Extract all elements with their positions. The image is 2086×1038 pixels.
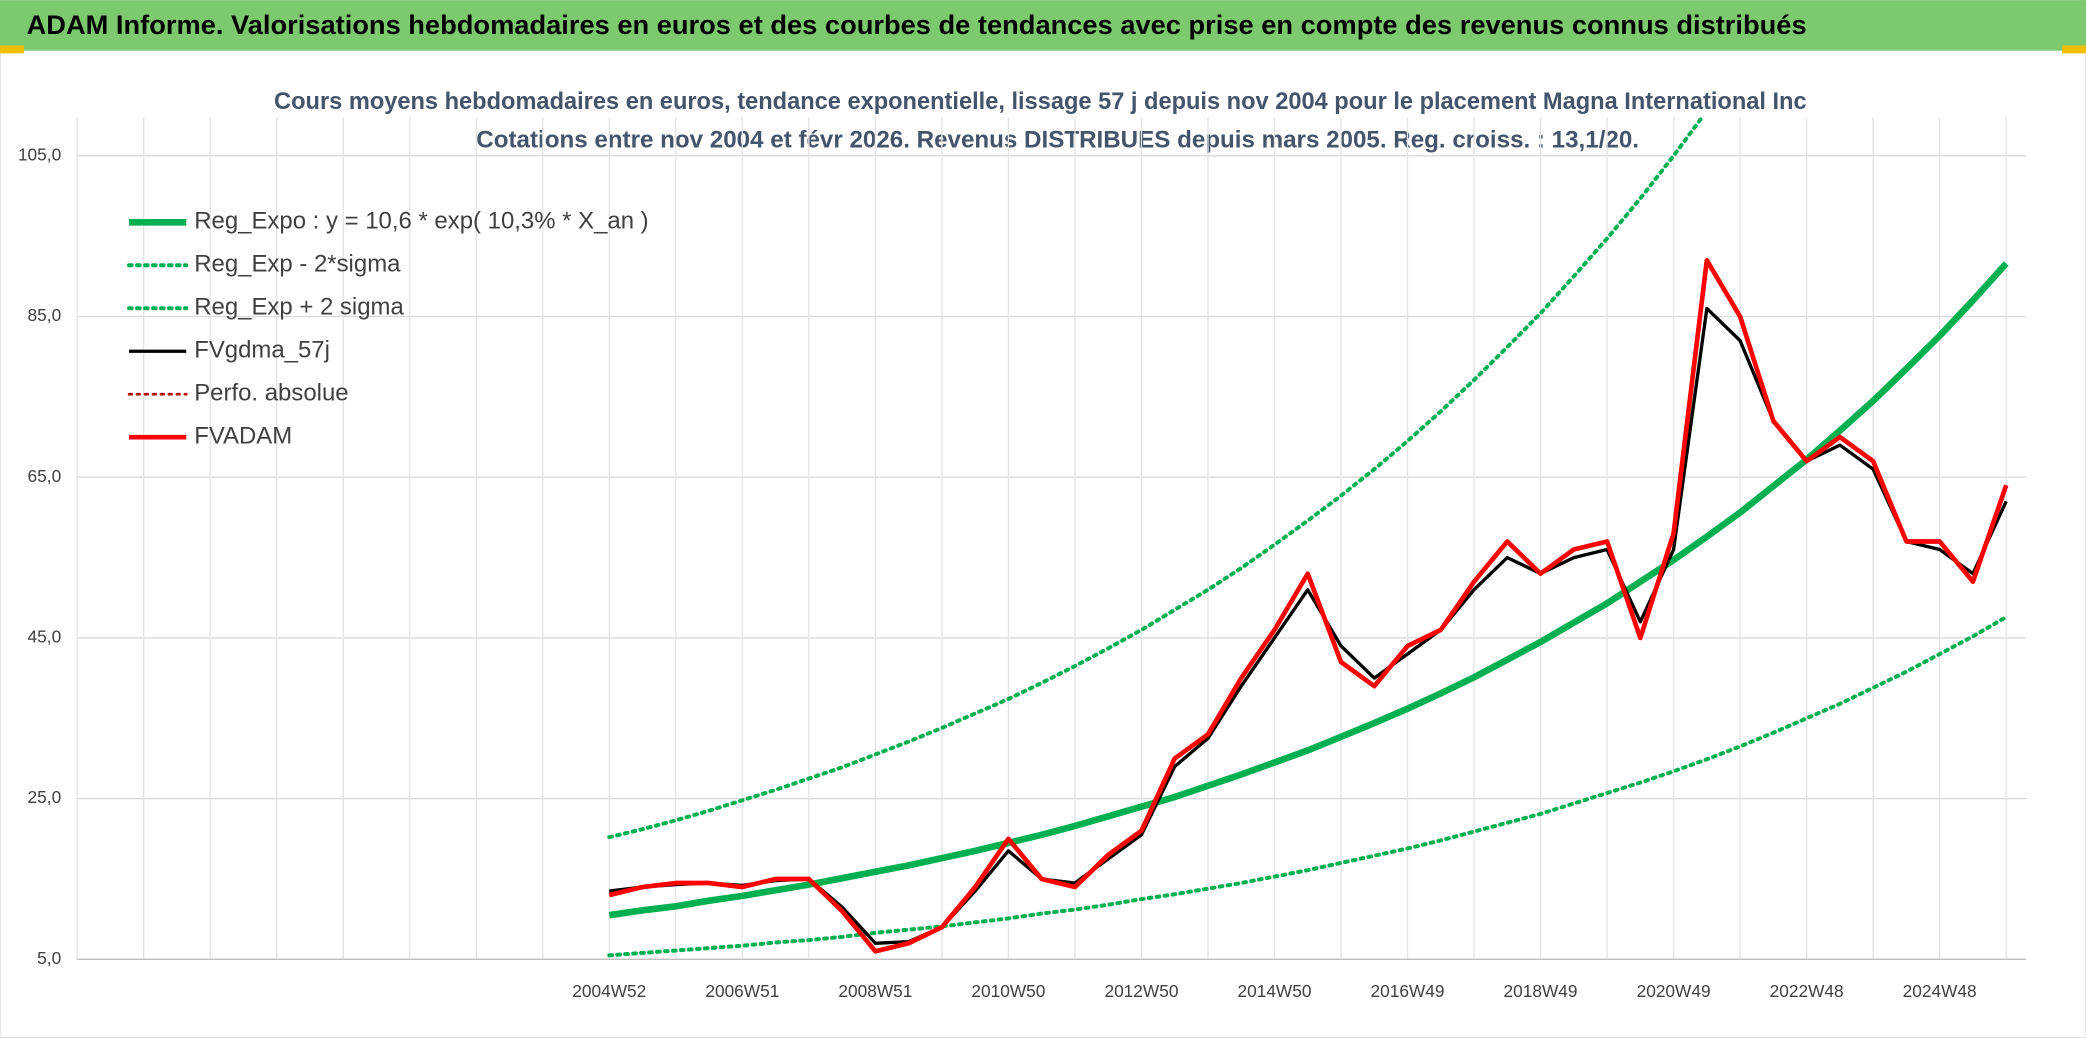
y-tick-label: 25,0: [28, 787, 62, 807]
x-tick-label: 2006W51: [705, 981, 779, 1001]
x-tick-label: 2012W50: [1104, 981, 1178, 1001]
x-tick-label: 2014W50: [1237, 981, 1311, 1001]
y-tick-label: 65,0: [28, 466, 62, 486]
x-tick-label: 2018W49: [1504, 981, 1578, 1001]
series-line: [607, 615, 2009, 958]
subtitle: Cotations entre nov 2004 et févr 2026. R…: [476, 127, 1639, 154]
x-tick-label: 2022W48: [1770, 981, 1844, 1001]
series-line: [607, 117, 1705, 840]
chart-title: ADAM Informe. Valorisations hebdomadaire…: [27, 10, 1807, 40]
corner: [2062, 45, 2086, 54]
y-tick-label: 105,0: [18, 144, 61, 164]
legend-label: Reg_Exp - 2*sigma: [194, 251, 401, 278]
legend-label: Perfo. absolue: [194, 380, 348, 407]
legend-label: Reg_Exp + 2 sigma: [194, 294, 404, 321]
plot: [607, 117, 2009, 958]
legend: Reg_Expo : y = 10,6 * exp( 10,3% * X_an …: [127, 208, 649, 450]
subtitle: Cours moyens hebdomadaires en euros, ten…: [274, 88, 1807, 115]
series-line: [608, 257, 2009, 954]
corner: [0, 45, 24, 54]
y-tick-label: 85,0: [28, 305, 62, 325]
legend-label: Reg_Expo : y = 10,6 * exp( 10,3% * X_an …: [194, 208, 648, 235]
x-tick-label: 2008W51: [838, 981, 912, 1001]
title-bar: [0, 0, 2086, 51]
grid: 5,0 25,0 45,0 65,0 85,0 105,0 2004W52 2006W51 20…: [18, 117, 2027, 1001]
legend-label: FVgdma_57j: [194, 337, 330, 364]
legend-label: FVADAM: [194, 423, 292, 450]
y-tick-label: 5,0: [37, 948, 61, 968]
x-tick-label: 2024W48: [1903, 981, 1977, 1001]
y-tick-label: 45,0: [28, 626, 62, 646]
x-tick-label: 2004W52: [572, 981, 646, 1001]
x-tick-label: 2016W49: [1371, 981, 1445, 1001]
x-tick-label: 2010W50: [971, 981, 1045, 1001]
x-tick-label: 2020W49: [1637, 981, 1711, 1001]
series-line: [608, 261, 2009, 919]
